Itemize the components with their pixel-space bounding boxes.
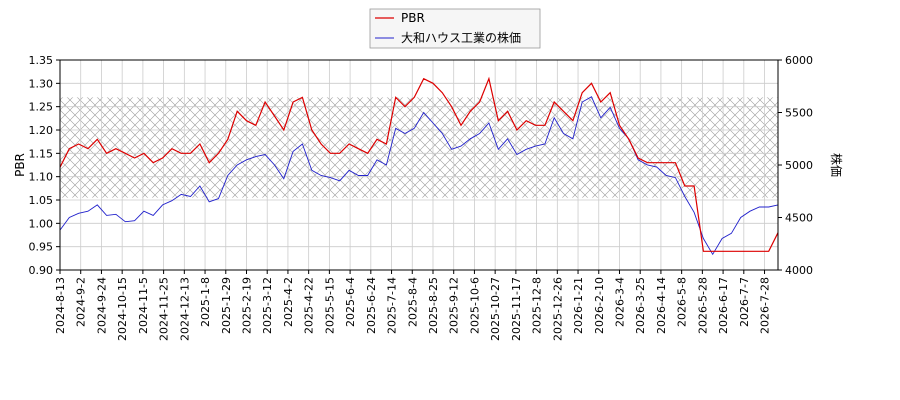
legend: PBR 大和ハウス工業の株価 bbox=[369, 8, 541, 49]
x-tick-label: 2025-12-26 bbox=[551, 277, 564, 341]
y-axis-left-title: PBR bbox=[13, 153, 27, 177]
x-tick-label: 2024-11-5 bbox=[137, 277, 150, 334]
x-tick-label: 2026-5-8 bbox=[676, 277, 689, 327]
legend-label-pbr: PBR bbox=[401, 11, 425, 25]
x-tick-label: 2026-2-10 bbox=[593, 277, 606, 334]
y-right-tick-label: 6000 bbox=[785, 54, 813, 67]
x-tick-label: 2025-1-29 bbox=[220, 277, 233, 334]
y-left-tick-label: 1.35 bbox=[29, 54, 54, 67]
y-axis-left: 0.90 0.95 1.00 1.05 1.10 1.15 1.20 1.25 1.30 1.35 bbox=[29, 54, 60, 277]
y-left-tick-label: 1.25 bbox=[29, 101, 54, 114]
x-tick-label: 2025-6-24 bbox=[365, 277, 378, 334]
x-tick-label: 2026-1-21 bbox=[572, 277, 585, 334]
x-tick-label: 2026-5-28 bbox=[696, 277, 709, 334]
y-right-tick-label: 5500 bbox=[785, 107, 813, 120]
legend-box bbox=[369, 8, 541, 49]
y-left-tick-label: 0.95 bbox=[29, 241, 54, 254]
x-tick-label: 2025-2-19 bbox=[240, 277, 253, 334]
x-tick-label: 2025-12-8 bbox=[531, 277, 544, 334]
y-right-tick-label: 5000 bbox=[785, 159, 813, 172]
x-tick-label: 2026-4-14 bbox=[655, 277, 668, 334]
y-left-tick-label: 1.05 bbox=[29, 194, 54, 207]
x-tick-label: 2026-7-28 bbox=[759, 277, 772, 334]
x-tick-label: 2025-7-14 bbox=[386, 277, 399, 334]
x-tick-label: 2024-8-13 bbox=[54, 277, 67, 334]
x-tick-label: 2025-6-4 bbox=[344, 277, 357, 327]
y-left-tick-label: 1.10 bbox=[29, 171, 54, 184]
x-tick-label: 2025-9-12 bbox=[448, 277, 461, 334]
x-tick-label: 2025-5-15 bbox=[323, 277, 336, 334]
x-tick-label: 2025-11-17 bbox=[510, 277, 523, 341]
x-tick-label: 2024-9-24 bbox=[95, 277, 108, 334]
pbr-series-line bbox=[59, 76, 779, 252]
y-axis-right: 4000 4500 5000 5500 6000 bbox=[778, 54, 813, 277]
x-tick-label: 2025-4-22 bbox=[303, 277, 316, 334]
x-tick-label: 2025-8-4 bbox=[406, 277, 419, 327]
x-axis: 2024-8-13 2024-9-2 2024-9-24 2024-10-15 2024… bbox=[54, 270, 772, 341]
x-tick-label: 2025-3-12 bbox=[261, 277, 274, 334]
y-right-tick-label: 4500 bbox=[785, 212, 813, 225]
x-tick-label: 2026-7-7 bbox=[738, 277, 751, 327]
x-tick-label: 2026-3-4 bbox=[613, 277, 626, 327]
x-tick-label: 2025-10-27 bbox=[489, 277, 502, 341]
legend-label-price: 大和ハウス工業の株価 bbox=[401, 30, 521, 45]
y-axis-right-title: 株価 bbox=[829, 153, 844, 177]
x-tick-label: 2025-4-2 bbox=[282, 277, 295, 327]
x-tick-label: 2025-8-25 bbox=[427, 277, 440, 334]
x-tick-label: 2024-12-13 bbox=[178, 277, 191, 341]
price-series-line bbox=[59, 96, 779, 256]
x-tick-label: 2024-10-15 bbox=[116, 277, 129, 341]
x-tick-label: 2025-10-6 bbox=[468, 277, 481, 334]
x-tick-label: 2025-1-8 bbox=[199, 277, 212, 327]
y-left-tick-label: 1.20 bbox=[29, 124, 54, 137]
x-tick-label: 2024-9-2 bbox=[75, 277, 88, 327]
x-tick-label: 2026-3-25 bbox=[634, 277, 647, 334]
x-tick-label: 2026-6-17 bbox=[717, 277, 730, 334]
y-left-tick-label: 1.15 bbox=[29, 147, 54, 160]
y-left-tick-label: 1.30 bbox=[29, 77, 54, 90]
y-right-tick-label: 4000 bbox=[785, 264, 813, 277]
pbr-range-band bbox=[60, 97, 778, 198]
y-left-tick-label: 1.00 bbox=[29, 217, 54, 230]
y-left-tick-label: 0.90 bbox=[29, 264, 54, 277]
x-tick-label: 2024-11-25 bbox=[158, 277, 171, 341]
